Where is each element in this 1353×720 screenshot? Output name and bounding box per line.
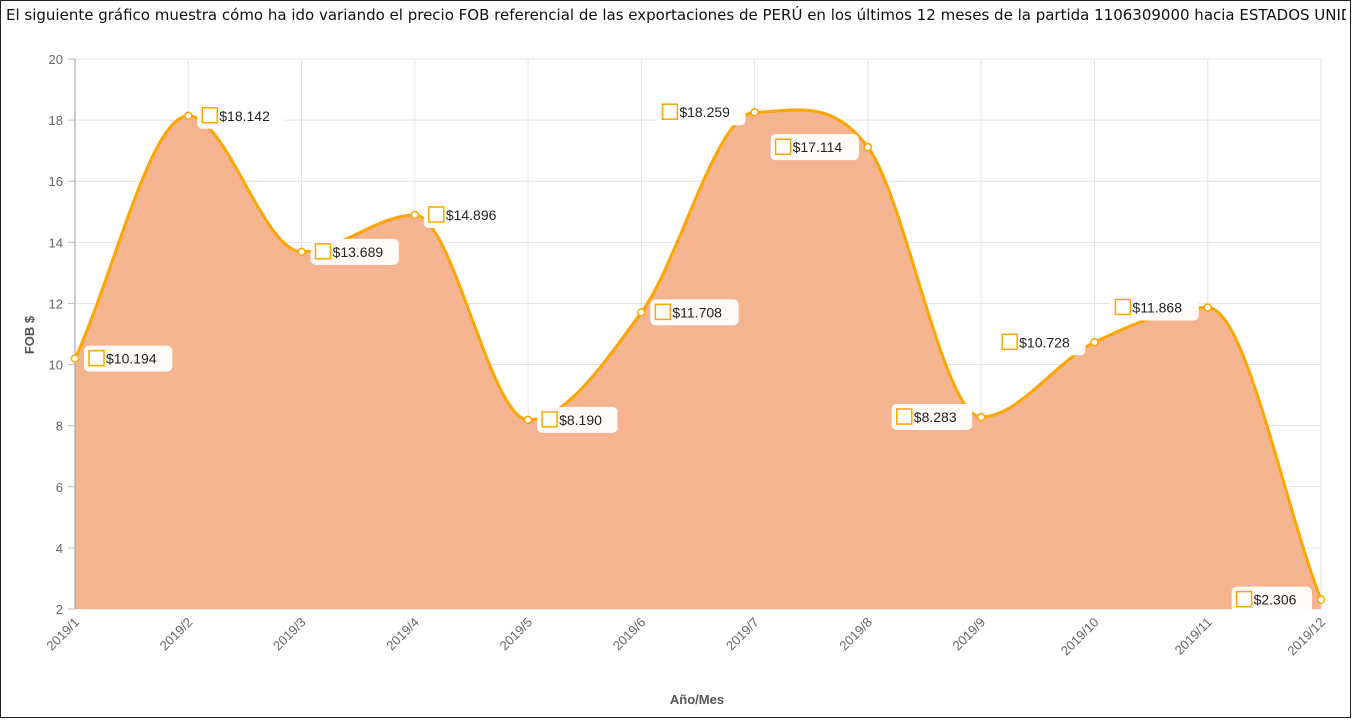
y-tick-label: 16: [49, 174, 63, 189]
y-tick-label: 4: [56, 541, 63, 556]
data-label-text: $14.896: [446, 207, 497, 223]
data-label: $10.194: [84, 345, 173, 372]
data-points: [70, 107, 1326, 604]
legend-swatch: [88, 349, 105, 367]
data-label-text: $11.708: [672, 304, 722, 320]
legend-swatch: [654, 303, 672, 321]
data-label-text: $18.259: [679, 104, 730, 120]
y-tick-label: 20: [49, 52, 63, 67]
area-fill: [75, 109, 1321, 609]
data-point[interactable]: [1203, 303, 1212, 312]
x-tick-label: 2019/6: [610, 615, 649, 654]
data-point[interactable]: [750, 107, 759, 117]
data-label: $8.283: [891, 404, 973, 431]
data-label-text: $17.114: [793, 139, 843, 155]
data-point[interactable]: [1090, 338, 1099, 347]
data-point[interactable]: [863, 142, 873, 152]
data-label-box: [310, 238, 399, 265]
data-label: $8.190: [537, 406, 618, 433]
data-label: $2.306: [1231, 586, 1312, 613]
data-label: $11.868: [1110, 294, 1199, 321]
legend-swatch: [896, 408, 913, 425]
data-label-box: [770, 134, 859, 161]
data-label: $14.896: [423, 201, 513, 228]
data-point[interactable]: [637, 308, 646, 317]
data-labels: $10.194 $18.142 $13.689 $14.896 $8.190 $11.70…: [84, 99, 1312, 613]
x-tick-label: 2019/1: [43, 615, 82, 654]
data-label-text: $10.194: [106, 351, 157, 367]
data-label: $11.708: [650, 299, 739, 326]
y-tick-label: 2: [56, 602, 63, 617]
x-tick-label: 2019/5: [496, 615, 535, 654]
data-label-text: $11.868: [1132, 299, 1182, 315]
data-point[interactable]: [1316, 595, 1326, 604]
x-tick-label: 2019/4: [383, 615, 422, 654]
x-tick-label: 2019/9: [950, 615, 989, 654]
data-label: $10.728: [997, 329, 1086, 356]
chart-title: El siguiente gráfico muestra cómo ha ido…: [6, 6, 1346, 24]
legend-swatch: [774, 138, 792, 155]
data-label-text: $2.306: [1254, 592, 1297, 608]
legend-swatch: [541, 411, 558, 428]
x-tick-label: 2019/12: [1284, 615, 1328, 659]
data-label-box: [650, 299, 739, 326]
y-tick-label: 12: [49, 296, 63, 311]
data-label-text: $13.689: [333, 244, 384, 260]
data-label-text: $8.190: [559, 412, 602, 428]
data-label-text: $8.283: [914, 409, 957, 425]
data-label-text: $10.728: [1019, 334, 1070, 350]
series-line: [73, 108, 1323, 601]
data-label: $13.689: [310, 238, 399, 265]
legend-swatch: [1001, 333, 1018, 351]
x-tick-label: 2019/7: [723, 615, 762, 654]
data-point[interactable]: [70, 354, 80, 363]
data-point[interactable]: [297, 247, 306, 257]
data-point[interactable]: [184, 111, 193, 121]
data-label-box: [423, 201, 513, 228]
y-tick-label: 6: [56, 480, 63, 495]
data-label: $18.142: [197, 102, 286, 129]
y-tick-label: 14: [49, 235, 63, 250]
y-axis-title: FOB $: [22, 315, 37, 354]
x-tick-label: 2019/11: [1172, 615, 1215, 658]
data-label: $18.259: [657, 99, 746, 126]
data-label-box: [657, 99, 746, 126]
y-tick-label: 8: [56, 419, 63, 434]
x-tick-label: 2019/8: [836, 615, 875, 654]
x-tick-label: 2019/3: [270, 615, 309, 654]
x-tick-label: 2019/10: [1058, 615, 1102, 659]
data-label-box: [84, 345, 173, 372]
legend-swatch: [201, 107, 219, 124]
legend-swatch: [1114, 298, 1132, 316]
data-point[interactable]: [976, 412, 986, 422]
x-axis-title: Año/Mes: [670, 692, 724, 707]
y-tick-label: 10: [49, 358, 63, 373]
data-label-text: $18.142: [219, 108, 270, 124]
data-label-box: [1110, 294, 1199, 321]
data-point[interactable]: [410, 210, 420, 220]
data-point[interactable]: [523, 415, 533, 425]
legend-swatch: [314, 243, 332, 260]
y-tick-label: 18: [49, 113, 63, 128]
data-label-box: [197, 102, 286, 129]
data-label: $17.114: [770, 134, 859, 161]
legend-swatch: [661, 103, 679, 120]
legend-swatch: [1235, 590, 1253, 608]
x-tick-label: 2019/2: [157, 615, 196, 654]
legend-swatch: [428, 206, 445, 223]
data-label-box: [997, 329, 1086, 356]
